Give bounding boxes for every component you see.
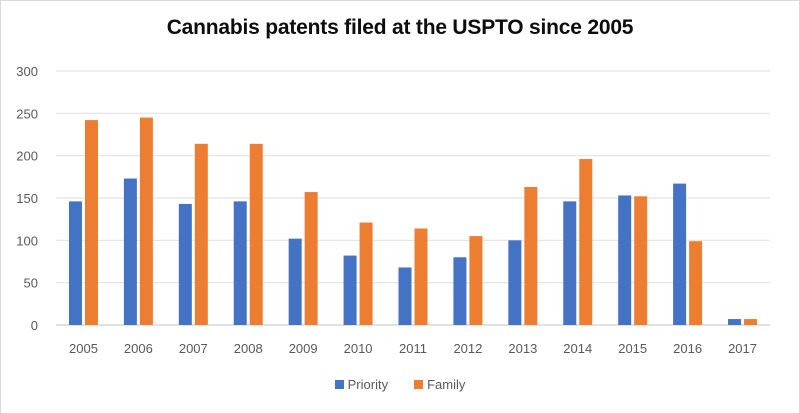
x-axis-ticks: 2005 2006 2007 2008 2009 2010 2011 2012 2013 2014… (69, 341, 757, 356)
bar-family-2008 (249, 143, 263, 325)
bar-family-2013 (524, 186, 538, 325)
bar-priority-2017 (728, 319, 742, 325)
legend: Priority Family (0, 377, 800, 392)
bar-family-2011 (414, 228, 428, 325)
legend-label-family: Family (427, 377, 466, 392)
bar-priority-2013 (508, 240, 522, 325)
y-tick-label: 300 (16, 64, 38, 79)
x-tick-label: 2016 (673, 341, 702, 356)
bar-family-2015 (634, 196, 648, 325)
bar-priority-2006 (123, 178, 137, 325)
bar-priority-2016 (673, 183, 687, 325)
chart-title: Cannabis patents filed at the USPTO sinc… (166, 16, 634, 39)
legend-swatch-priority (334, 380, 344, 389)
legend-swatch-family (414, 380, 424, 389)
bar-priority-2015 (618, 195, 632, 325)
bar-family-2005 (84, 120, 98, 326)
bar-priority-2011 (398, 267, 412, 325)
x-tick-label: 2011 (399, 341, 427, 356)
x-tick-label: 2012 (453, 341, 482, 356)
bar-family-2017 (744, 319, 758, 325)
bar-family-2016 (689, 241, 703, 325)
bar-priority-2009 (288, 238, 302, 325)
y-tick-label: 150 (16, 191, 38, 206)
bar-family-2006 (139, 117, 153, 325)
bar-priority-2007 (178, 203, 192, 325)
legend-label-priority: Priority (347, 377, 389, 392)
bar-priority-2012 (453, 257, 467, 325)
bar-family-2014 (579, 159, 593, 325)
bar-priority-2014 (563, 201, 577, 325)
bar-priority-2008 (233, 201, 247, 325)
y-tick-label: 250 (16, 106, 38, 121)
x-tick-label: 2006 (124, 341, 153, 356)
x-tick-label: 2013 (508, 341, 537, 356)
y-axis-ticks: 0 50 100 150 200 250 300 (16, 64, 38, 333)
bars (68, 117, 758, 326)
x-tick-label: 2009 (289, 341, 318, 356)
x-tick-label: 2007 (179, 341, 208, 356)
bar-family-2012 (469, 236, 483, 325)
x-tick-label: 2017 (728, 341, 757, 356)
y-tick-label: 50 (24, 276, 38, 291)
gridlines (56, 70, 770, 326)
x-tick-label: 2015 (618, 341, 647, 356)
y-tick-label: 0 (31, 318, 38, 333)
x-tick-label: 2005 (69, 341, 98, 356)
legend-item-priority[interactable]: Priority (334, 377, 389, 392)
y-tick-label: 100 (16, 233, 38, 248)
bar-family-2010 (359, 222, 373, 325)
legend-item-family[interactable]: Family (414, 377, 465, 392)
bar-priority-2005 (68, 201, 82, 325)
x-tick-label: 2014 (563, 341, 592, 356)
x-tick-label: 2008 (234, 341, 263, 356)
bar-priority-2010 (343, 255, 357, 325)
x-tick-label: 2010 (344, 341, 373, 356)
bar-family-2009 (304, 192, 318, 325)
y-tick-label: 200 (16, 149, 38, 164)
bar-family-2007 (194, 143, 208, 325)
